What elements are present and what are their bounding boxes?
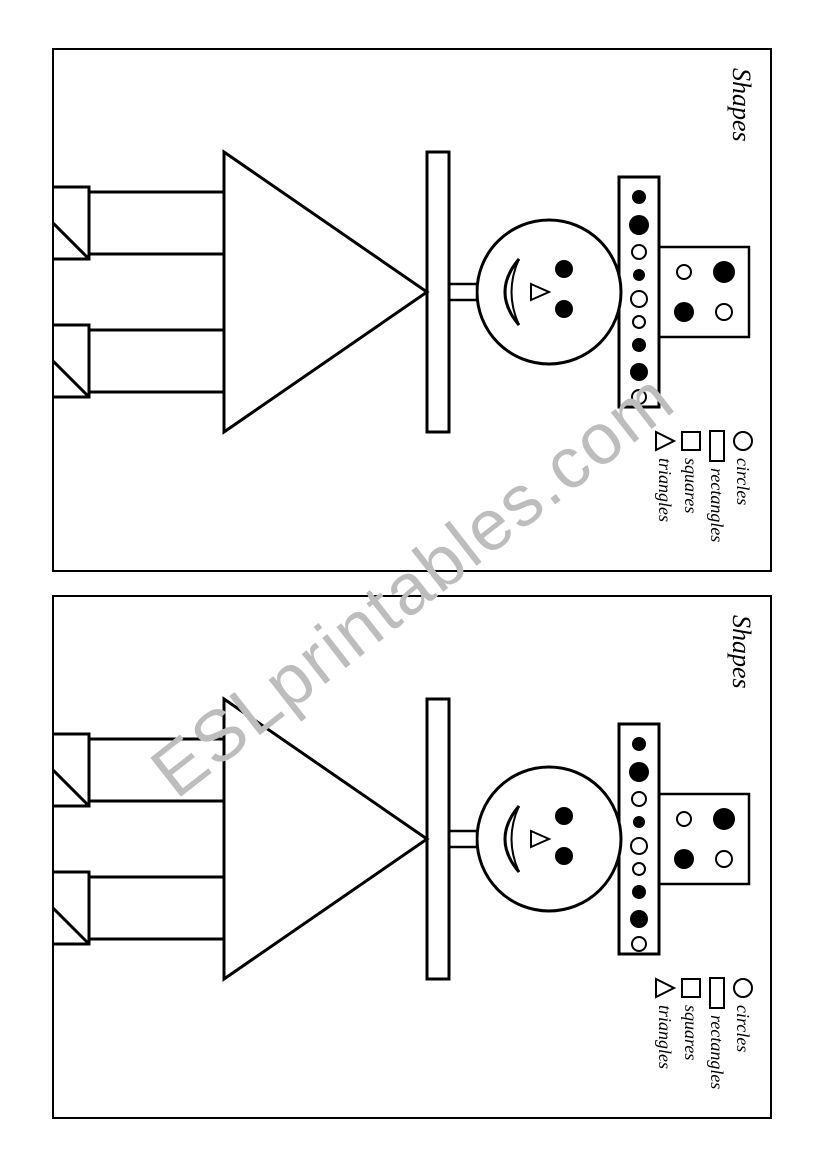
legend-label: triangles	[655, 458, 676, 522]
square-icon	[680, 977, 702, 999]
circle-icon	[732, 430, 754, 452]
rectangle-icon	[706, 977, 728, 1009]
legend-label: rectangles	[707, 468, 728, 542]
rectangle-icon	[706, 430, 728, 462]
legend-label: triangles	[655, 1005, 676, 1069]
legend-item-triangle: triangles	[654, 430, 676, 542]
legend-item-square: squares	[680, 430, 702, 542]
legend-item-circle: circles	[732, 430, 754, 542]
legend-item-circle: circles	[732, 977, 754, 1089]
legend-label: circles	[733, 1005, 754, 1052]
triangle-icon	[654, 430, 676, 452]
legend-label: rectangles	[707, 1015, 728, 1089]
triangle-icon	[654, 977, 676, 999]
circle-icon	[732, 977, 754, 999]
legend-item-square: squares	[680, 977, 702, 1089]
legend-item-rectangle: rectangles	[706, 430, 728, 542]
legend-bottom: circles rectangles squares triangles	[650, 977, 754, 1089]
worksheet-card-top: Shapes	[52, 48, 772, 572]
legend-label: squares	[681, 458, 702, 513]
legend-item-triangle: triangles	[654, 977, 676, 1089]
worksheet-card-bottom: Shapes	[52, 595, 772, 1119]
legend-item-rectangle: rectangles	[706, 977, 728, 1089]
legend-label: squares	[681, 1005, 702, 1060]
square-icon	[680, 430, 702, 452]
page: Shapes	[0, 0, 826, 1169]
legend-label: circles	[733, 458, 754, 505]
legend-top: circles rectangles squares triangles	[650, 430, 754, 542]
